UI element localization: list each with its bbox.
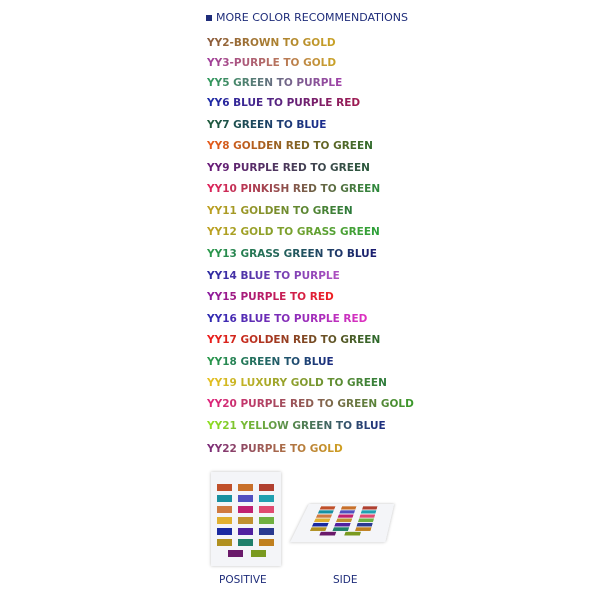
color-swatch <box>340 506 357 510</box>
color-swatch <box>259 517 274 524</box>
color-swatch <box>355 527 372 531</box>
color-swatch <box>217 517 232 524</box>
color-item: YY11 GOLDEN TO GREEN <box>207 205 353 217</box>
section-header: MORE COLOR RECOMMENDATIONS <box>206 11 408 24</box>
color-item: YY9 PURPLE RED TO GREEN <box>207 162 370 174</box>
color-swatch <box>259 528 274 535</box>
color-swatch <box>238 506 253 513</box>
color-swatch <box>238 528 253 535</box>
color-swatch <box>238 517 253 524</box>
color-swatch <box>314 518 331 522</box>
color-item: YY5 GREEN TO PURPLE <box>207 77 343 89</box>
color-swatch <box>319 531 337 536</box>
color-item: YY8 GOLDEN RED TO GREEN <box>207 140 373 152</box>
color-swatch <box>356 522 373 527</box>
color-swatch <box>319 506 336 510</box>
color-swatch <box>217 506 232 513</box>
color-swatch <box>217 484 232 491</box>
color-item: YY2-BROWN TO GOLD <box>207 37 336 49</box>
color-item: YY12 GOLD TO GRASS GREEN <box>207 226 380 238</box>
color-swatch <box>238 539 253 546</box>
color-item: YY17 GOLDEN RED TO GREEN <box>207 334 381 346</box>
color-swatch <box>358 518 374 522</box>
positive-card-image <box>211 472 281 566</box>
square-bullet-icon <box>206 14 212 21</box>
color-swatch <box>238 495 253 502</box>
color-item: YY6 BLUE TO PURPLE RED <box>207 97 361 109</box>
color-swatch <box>332 527 350 531</box>
color-swatch <box>344 531 362 536</box>
color-swatch <box>250 550 266 557</box>
color-item: YY3-PURPLE TO GOLD <box>207 57 337 69</box>
color-swatch <box>334 522 351 527</box>
color-item: YY14 BLUE TO PURPLE <box>207 270 340 282</box>
color-swatch <box>217 539 232 546</box>
color-swatch <box>362 506 378 510</box>
color-item: YY22 PURPLE TO GOLD <box>207 443 343 455</box>
color-swatch <box>259 539 274 546</box>
color-item: YY7 GREEN TO BLUE <box>207 119 327 131</box>
color-item: YY15 PURPLE TO RED <box>207 291 334 303</box>
color-swatch <box>339 510 356 514</box>
color-item: YY18 GREEN TO BLUE <box>207 356 334 368</box>
color-item: YY20 PURPLE RED TO GREEN GOLD <box>207 398 414 410</box>
color-swatch <box>337 514 354 518</box>
color-swatch <box>312 522 329 527</box>
color-swatch <box>336 518 353 522</box>
color-item: YY19 LUXURY GOLD TO GREEN <box>207 377 387 389</box>
color-swatch <box>227 550 243 557</box>
color-swatch <box>317 510 334 514</box>
color-swatch <box>238 484 253 491</box>
color-item: YY10 PINKISH RED TO GREEN <box>207 183 381 195</box>
color-item: YY16 BLUE TO PURPLE RED <box>207 313 368 325</box>
color-swatch <box>259 506 274 513</box>
positive-label: POSITIVE <box>219 574 267 586</box>
color-swatch <box>217 495 232 502</box>
side-label: SIDE <box>333 574 358 586</box>
color-swatch <box>359 514 376 518</box>
color-item: YY21 YELLOW GREEN TO BLUE <box>207 420 386 432</box>
color-swatch <box>315 514 333 518</box>
color-swatch <box>309 527 327 531</box>
color-swatch <box>217 528 232 535</box>
section-title: MORE COLOR RECOMMENDATIONS <box>216 11 408 24</box>
side-card-image <box>290 503 395 543</box>
color-swatch <box>259 484 274 491</box>
color-swatch <box>360 510 377 514</box>
color-item: YY13 GRASS GREEN TO BLUE <box>207 248 377 260</box>
color-swatch <box>259 495 274 502</box>
